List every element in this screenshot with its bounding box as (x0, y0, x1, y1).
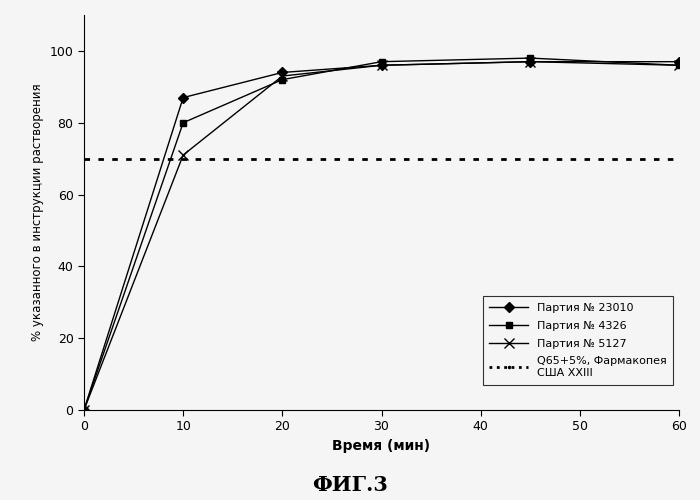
Партия № 23010 (278, 70, 286, 75)
Line: Партия № 23010: Партия № 23010 (80, 58, 682, 414)
Партия № 23010 (675, 58, 683, 64)
Text: ФИГ.3: ФИГ.3 (312, 475, 388, 495)
Партия № 5127 (377, 62, 386, 68)
Y-axis label: % указанного в инструкции растворения: % указанного в инструкции растворения (32, 84, 44, 342)
Партия № 23010 (526, 58, 535, 64)
Партия № 5127 (675, 62, 683, 68)
Партия № 5127 (80, 407, 88, 413)
Партия № 5127 (278, 73, 286, 79)
Партия № 4326 (675, 62, 683, 68)
Партия № 4326 (526, 55, 535, 61)
Партия № 23010 (179, 94, 188, 100)
Партия № 5127 (179, 152, 188, 158)
Line: Партия № 4326: Партия № 4326 (80, 54, 682, 414)
Партия № 4326 (377, 58, 386, 64)
Legend: Партия № 23010, Партия № 4326, Партия № 5127, Q65+5%, Фармакопея
США XXIII: Партия № 23010, Партия № 4326, Партия № … (482, 296, 673, 384)
Партия № 4326 (179, 120, 188, 126)
Line: Партия № 5127: Партия № 5127 (79, 57, 684, 415)
Партия № 4326 (278, 76, 286, 82)
Партия № 5127 (526, 58, 535, 64)
Партия № 23010 (377, 62, 386, 68)
Партия № 23010 (80, 407, 88, 413)
Партия № 4326 (80, 407, 88, 413)
X-axis label: Время (мин): Время (мин) (332, 439, 430, 453)
